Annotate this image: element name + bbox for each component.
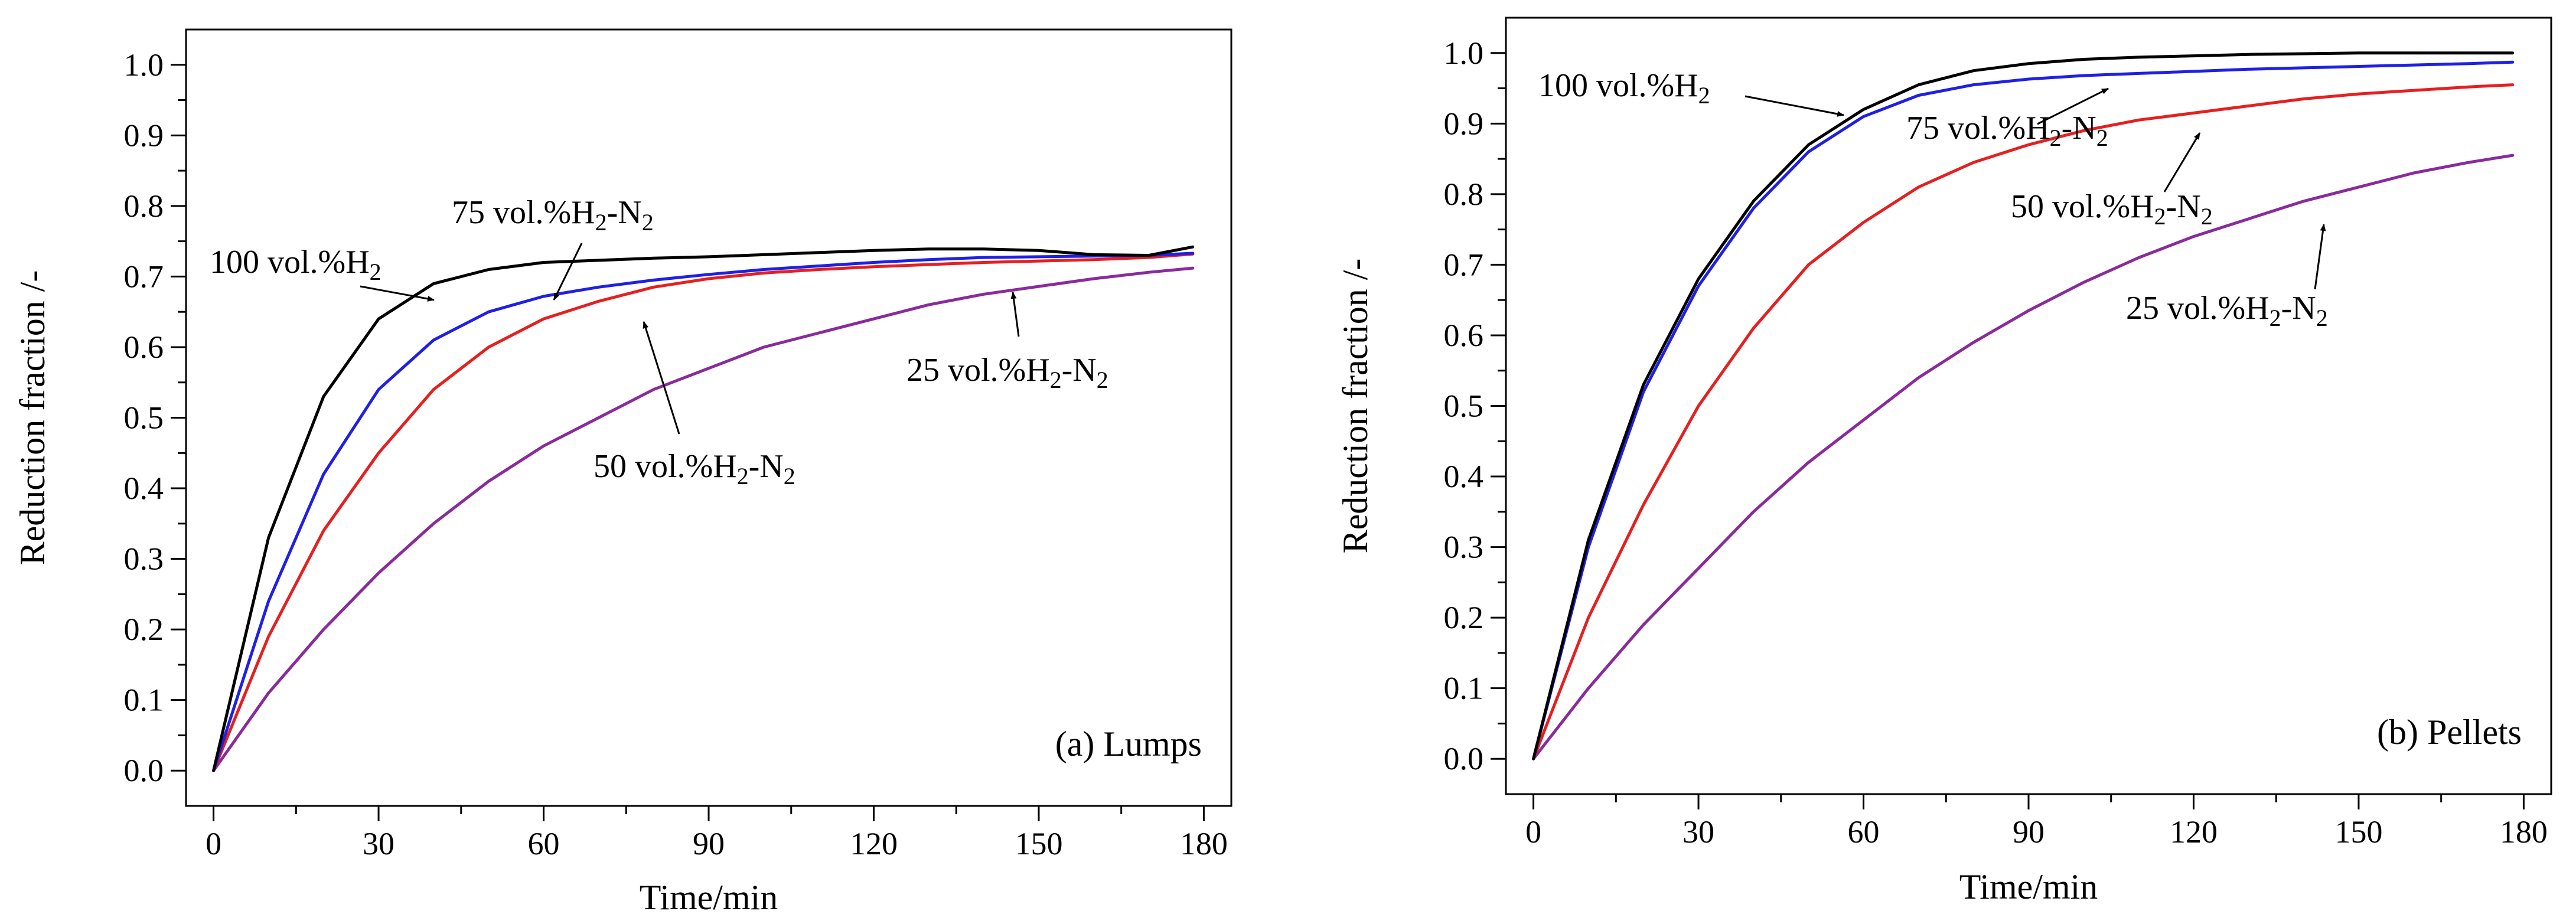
x-tick-label: 180 [1180,826,1228,861]
series-line-75_h2_n2 [1532,60,2515,760]
series-annotation: 25 vol.%H2-N2 [907,352,1108,393]
x-tick-label: 120 [850,826,898,861]
y-tick-label: 0.4 [1444,459,1484,494]
panel-pellets: 0 30 60 90 120 150 180 0.0 0.1 0.2 0.3 0.4 0.5 0.6 0.7… [1336,17,2552,906]
y-tick-label: 0.3 [124,541,164,577]
x-tick-label: 90 [2013,814,2045,850]
annotation-arrow [643,321,680,435]
y-tick-label: 0.7 [1444,247,1484,282]
y-tick-label: 0.2 [124,612,164,647]
annotation-arrow [2037,87,2109,125]
x-tick-label: 30 [363,826,394,861]
x-tick-label: 150 [1015,826,1062,861]
series-annotation: 75 vol.%H2-N2 [452,194,654,236]
y-tick-label: 0.1 [1444,671,1484,706]
x-axis-title: Time/min [1959,867,2098,906]
y-tick-label: 0.5 [124,400,164,436]
series-annotation: 75 vol.%H2-N2 [1906,110,2108,151]
y-tick-label: 0.7 [124,259,164,294]
x-tick-label: 120 [2170,814,2218,850]
y-tick-label: 0.9 [124,117,164,153]
plot-frame [185,28,1232,807]
series-line-75_h2_n2 [212,252,1195,772]
y-tick-label: 1.0 [1444,35,1484,71]
y-tick-label: 0.2 [1444,600,1484,635]
annotation-arrow [360,285,435,302]
x-tick-label: 0 [1525,814,1541,850]
x-tick-label: 60 [1848,814,1880,850]
series-annotation: 100 vol.%H2 [1538,67,1710,109]
x-tick-label: 90 [693,826,725,861]
series-annotation: 25 vol.%H2-N2 [2126,290,2328,331]
y-tick-label: 0.3 [1444,530,1484,565]
y-axis-title: Reduction fraction /- [1336,259,1375,554]
y-tick-label: 0.6 [1444,318,1484,353]
x-tick-label: 180 [2500,814,2548,850]
annotation-arrow [2163,132,2201,192]
annotation-arrow [1010,292,1020,337]
y-tick-label: 0.4 [124,471,164,506]
x-tick-label: 0 [206,826,221,861]
y-tick-label: 0.8 [1444,177,1484,212]
series-line-50_h2_n2 [1532,83,2515,760]
y-tick-label: 0.9 [1444,106,1484,141]
y-tick-label: 0.8 [124,188,164,224]
annotation-arrow [553,243,583,301]
panel-label: (a) Lumps [1055,724,1202,763]
series-annotation: 100 vol.%H2 [210,244,381,285]
y-tick-label: 0.0 [124,753,164,788]
series-line-50_h2_n2 [212,252,1195,772]
panel-lumps: 0 30 60 90 120 150 180 0.0 0.1 0.2 0.3 0.4 0.5 0.6 0.7… [13,28,1232,917]
y-axis-title: Reduction fraction /- [13,270,52,566]
series-line-25_h2_n2 [212,266,1195,772]
series-line-25_h2_n2 [1532,154,2515,760]
panel-label: (b) Pellets [2377,713,2522,752]
series-line-100_h2 [212,245,1195,772]
series-annotation: 50 vol.%H2-N2 [594,448,795,489]
y-tick-label: 0.6 [124,329,164,365]
y-tick-label: 0.0 [1444,741,1484,776]
y-tick-label: 0.5 [1444,388,1484,424]
series-annotation: 50 vol.%H2-N2 [2011,188,2213,230]
x-axis-title: Time/min [640,878,778,917]
annotation-arrow [1744,95,1844,117]
annotation-arrow [2314,224,2326,290]
y-tick-label: 1.0 [124,47,164,83]
y-tick-label: 0.1 [124,683,164,718]
x-tick-label: 150 [2334,814,2382,850]
x-tick-label: 30 [1682,814,1714,850]
series-line-100_h2 [1532,51,2515,760]
x-tick-label: 60 [528,826,560,861]
